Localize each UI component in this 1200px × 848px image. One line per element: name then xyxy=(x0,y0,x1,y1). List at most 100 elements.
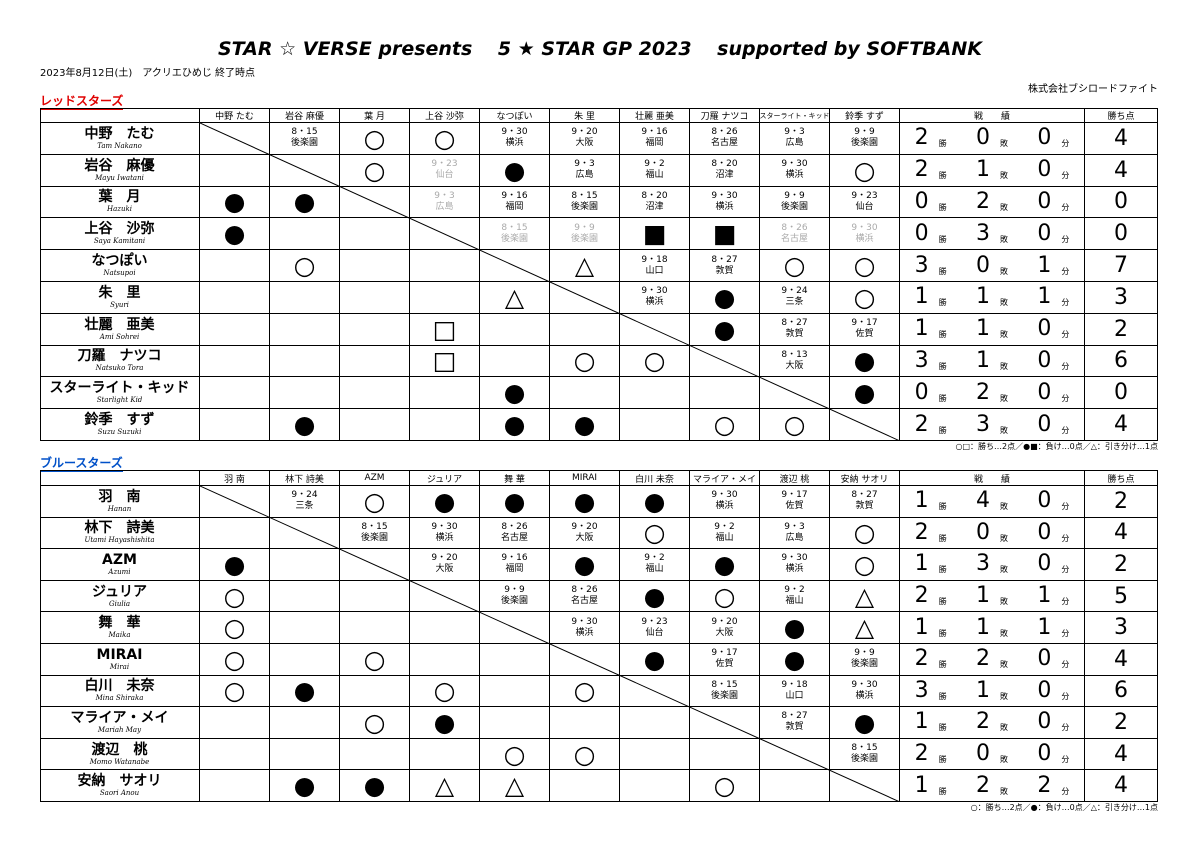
scheduled-match: 9・9 後楽園 xyxy=(830,123,900,155)
record-draws: 0 xyxy=(1037,157,1052,183)
player-name-en: Starlight Kid xyxy=(96,396,143,405)
scheduled-match: 8・15 後楽園 xyxy=(340,517,410,550)
scheduled-match: 9・2 福山 xyxy=(620,549,690,581)
record-unit: 敗 xyxy=(999,330,1008,340)
empty-cell xyxy=(270,218,340,251)
empty-cell xyxy=(270,738,340,771)
result-mark: ● xyxy=(760,644,830,676)
match-venue: 佐賀 xyxy=(855,329,874,340)
record-draws: 0 xyxy=(1037,125,1052,151)
record-unit: 敗 xyxy=(999,597,1008,607)
player-name-en: Ami Sohrei xyxy=(99,332,140,341)
record-losses: 1 xyxy=(975,316,990,342)
scheduled-match: 8・15 後楽園 xyxy=(690,675,760,708)
scheduled-match: 9・9 後楽園 xyxy=(760,186,830,219)
match-venue: 後楽園 xyxy=(780,201,808,212)
result-mark: ● xyxy=(620,580,690,613)
match-date: 9・30 xyxy=(711,190,738,201)
column-header: 岩谷 麻優 xyxy=(270,109,340,123)
empty-cell xyxy=(340,377,410,410)
record-draws: 0 xyxy=(1037,519,1052,545)
match-date: 9・30 xyxy=(851,679,878,690)
match-venue: 大阪 xyxy=(575,138,594,149)
match-venue: 山口 xyxy=(785,690,804,701)
empty-cell xyxy=(270,644,340,676)
empty-cell xyxy=(200,377,270,410)
scheduled-match: 8・15 後楽園 xyxy=(830,738,900,771)
match-venue: 横浜 xyxy=(785,170,804,181)
points-cell: 2 xyxy=(1085,549,1158,581)
league-table: 羽 南林下 詩美 AZM ジュリア舞 華 MIRAI 白川 未奈 マライア・メイ 渡辺 桃安… xyxy=(40,470,1158,802)
empty-cell xyxy=(480,345,550,378)
scheduled-match: 8・27 敦賀 xyxy=(830,486,900,518)
match-venue: 横浜 xyxy=(505,138,524,149)
scheduled-match: 8・26 名古屋 xyxy=(760,218,830,251)
empty-cell xyxy=(410,644,480,676)
match-date: 9・30 xyxy=(781,159,808,170)
match-date: 9・9 xyxy=(784,190,805,201)
result-mark: ● xyxy=(690,282,760,314)
result-mark: ○ xyxy=(340,123,410,155)
match-venue: 横浜 xyxy=(435,532,454,543)
player-name: マライア・メイ xyxy=(70,709,169,726)
player-name-en: Syuri xyxy=(110,300,129,309)
player-name: MIRAI xyxy=(96,646,143,663)
result-mark: ● xyxy=(550,409,620,441)
record-wins: 3 xyxy=(914,252,929,278)
player-name: AZM xyxy=(102,551,137,568)
player-cell: 刀羅 ナツコ Natsuko Tora xyxy=(40,345,200,378)
record-draws: 0 xyxy=(1037,709,1052,735)
match-venue: 山口 xyxy=(645,265,664,276)
result-mark: ● xyxy=(270,770,340,802)
match-venue: 後楽園 xyxy=(570,233,598,244)
player-name-en: Saya Kamitani xyxy=(93,237,146,246)
player-cell: 渡辺 桃 Momo Watanabe xyxy=(40,738,200,771)
record-losses: 1 xyxy=(975,583,990,609)
match-date: 9・30 xyxy=(781,553,808,564)
record-losses: 2 xyxy=(975,772,990,798)
record-unit: 分 xyxy=(1061,533,1070,543)
scheduled-match: 9・9 後楽園 xyxy=(830,644,900,676)
column-header: MIRAI xyxy=(550,471,620,486)
empty-cell xyxy=(620,409,690,441)
empty-cell xyxy=(620,738,690,771)
record-unit: 分 xyxy=(1061,786,1070,796)
match-venue: 大阪 xyxy=(715,627,734,638)
result-mark: ○ xyxy=(200,675,270,708)
match-venue: 大阪 xyxy=(575,532,594,543)
match-date: 9・17 xyxy=(711,648,738,659)
record-unit: 敗 xyxy=(999,361,1008,371)
record-wins: 2 xyxy=(914,741,929,767)
player-name-en: Azumi xyxy=(108,567,131,576)
empty-cell xyxy=(340,675,410,708)
team-name: レッドスターズ xyxy=(40,94,124,110)
match-venue: 後楽園 xyxy=(850,659,878,670)
match-date: 8・26 xyxy=(501,521,528,532)
record-unit: 敗 xyxy=(999,425,1008,435)
empty-cell xyxy=(410,282,480,314)
match-venue: 大阪 xyxy=(435,564,454,575)
result-mark: ● xyxy=(760,612,830,644)
record-wins: 1 xyxy=(914,316,929,342)
record-unit: 勝 xyxy=(938,691,947,701)
points-cell: 0 xyxy=(1085,218,1158,251)
player-cell: 葉 月 Hazuki xyxy=(40,186,200,219)
result-mark: ● xyxy=(270,675,340,708)
